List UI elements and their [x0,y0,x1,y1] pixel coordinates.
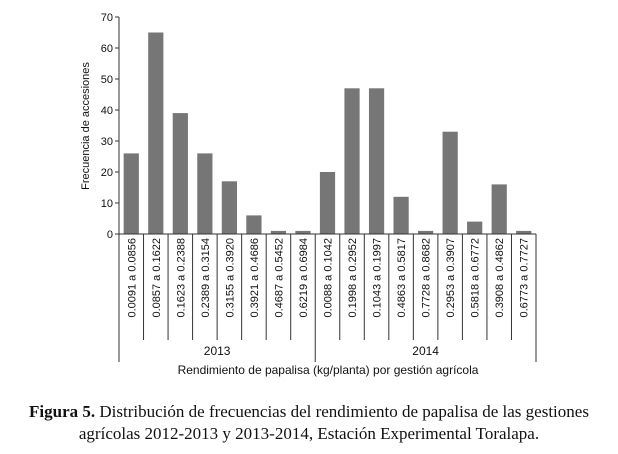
x-tick-label: 0.3908 a 0.4862 [494,238,506,318]
x-tick-label: 0.5818 a 0.6772 [470,238,482,318]
bar [148,32,164,234]
x-tick-label: 0.3921 a 0.4686 [249,238,261,318]
bar [344,88,360,234]
bar [418,230,434,234]
y-tick-label: 50 [101,74,113,86]
y-axis-title: Frecuencia de accesiones [80,62,92,190]
y-tick-label: 10 [101,198,113,210]
x-tick-label: 0.6219 a 0.6984 [298,238,310,318]
x-tick-label: 0.0088 a 0.1042 [323,238,335,318]
bar [393,196,409,234]
bar [516,230,532,234]
y-tick-label: 40 [101,105,113,117]
x-tick-label: 0.0091 a 0.0856 [126,238,138,318]
caption-line-2: agrícolas 2012-2013 y 2013-2014, Estació… [78,424,540,443]
y-tick-label: 60 [101,43,113,55]
x-tick-label: 0.7728 a 0.8682 [421,238,433,318]
x-axis-title: Rendimiento de papalisa (kg/planta) por … [178,363,479,377]
y-tick-label: 0 [107,229,113,241]
y-tick-label: 20 [101,167,113,179]
bars [123,32,532,234]
x-tick-label: 0.1043 a 0.1997 [372,238,384,318]
x-tick-label: 0.1623 a 0.2388 [175,238,187,318]
x-tick-label: 0.4863 a 0.5817 [396,238,408,318]
bar [221,181,237,234]
caption-line-1: Distribución de frecuencias del rendimie… [99,402,589,421]
x-tick-label: 0.2389 a 0.3154 [200,238,212,318]
group-label: 2014 [412,344,439,358]
bar [246,215,262,234]
bar [368,88,385,234]
group-label: 2013 [204,344,231,358]
axis-frame [118,17,537,362]
bar [123,153,139,234]
x-tick-label: 0.4687 a 0.5452 [273,238,285,318]
bar [295,230,311,234]
x-tick-label: 0.2953 a 0.3907 [445,238,457,318]
x-tick-label: 0.6773 a 0.7727 [519,238,531,318]
x-tick-label: 0.1998 a 0.2952 [347,238,359,318]
y-tick-label: 70 [101,12,113,24]
figure-caption: Figura 5. Distribución de frecuencias de… [0,401,618,445]
bar [319,172,336,234]
bar [172,113,188,234]
bar [442,131,458,234]
x-axis-tick-labels: 0.0091 a 0.0856 0.0857 a 0.1622 0.1623 a 0… [126,238,530,318]
bar [197,153,213,234]
bar [270,230,287,234]
y-axis-ticks: 0 10 20 30 40 50 60 70 [101,12,119,241]
bar [491,184,507,234]
group-labels: 2013 2014 [204,344,440,358]
x-tick-label: 0.0857 a 0.1622 [151,238,163,318]
bar-chart: 0 10 20 30 40 50 60 70 0.0091 a 0.0856 0.0857 a … [80,12,537,377]
x-tick-label: 0.3155 a 0.3920 [224,238,236,318]
bar [467,221,483,234]
y-tick-label: 30 [101,136,113,148]
caption-label: Figura 5. [29,402,96,421]
